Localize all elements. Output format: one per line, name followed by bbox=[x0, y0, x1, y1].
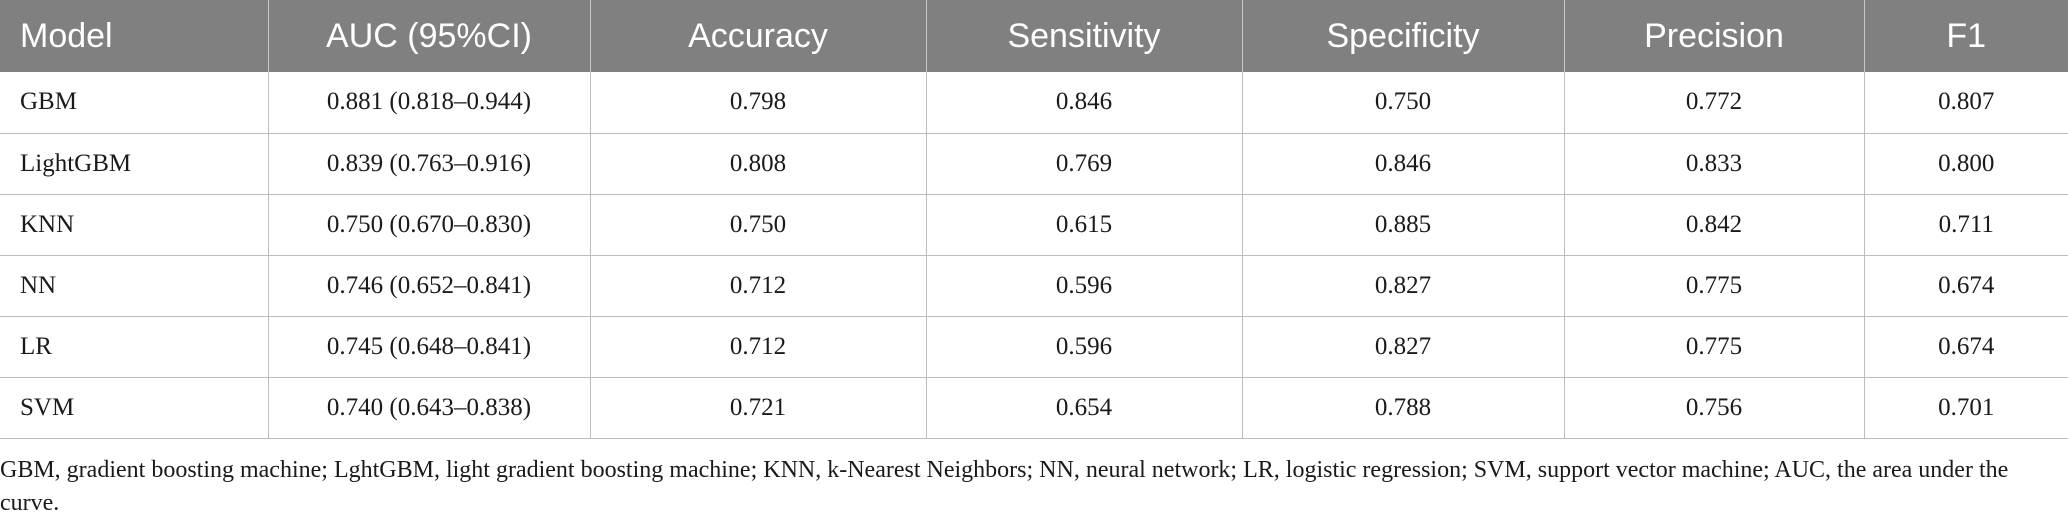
column-header-auc: AUC (95%CI) bbox=[268, 0, 591, 72]
cell-f1: 0.711 bbox=[1864, 194, 2068, 256]
cell-sensitivity: 0.596 bbox=[926, 316, 1243, 378]
cell-auc: 0.750 (0.670–0.830) bbox=[268, 194, 591, 256]
column-header-accuracy: Accuracy bbox=[590, 0, 927, 72]
cell-precision: 0.772 bbox=[1564, 72, 1865, 134]
table-row: LightGBM 0.839 (0.763–0.916) 0.808 0.769… bbox=[0, 133, 2068, 195]
cell-model: LR bbox=[0, 316, 269, 378]
cell-model: GBM bbox=[0, 72, 269, 134]
table-row: SVM 0.740 (0.643–0.838) 0.721 0.654 0.78… bbox=[0, 377, 2068, 439]
cell-accuracy: 0.798 bbox=[590, 72, 927, 134]
cell-auc: 0.745 (0.648–0.841) bbox=[268, 316, 591, 378]
cell-f1: 0.807 bbox=[1864, 72, 2068, 134]
cell-auc: 0.881 (0.818–0.944) bbox=[268, 72, 591, 134]
cell-specificity: 0.846 bbox=[1242, 133, 1565, 195]
cell-precision: 0.775 bbox=[1564, 255, 1865, 317]
cell-precision: 0.775 bbox=[1564, 316, 1865, 378]
cell-f1: 0.701 bbox=[1864, 377, 2068, 439]
cell-auc: 0.746 (0.652–0.841) bbox=[268, 255, 591, 317]
cell-precision: 0.833 bbox=[1564, 133, 1865, 195]
cell-auc: 0.740 (0.643–0.838) bbox=[268, 377, 591, 439]
column-header-model: Model bbox=[0, 0, 269, 72]
table-row: GBM 0.881 (0.818–0.944) 0.798 0.846 0.75… bbox=[0, 72, 2068, 134]
column-header-precision: Precision bbox=[1564, 0, 1865, 72]
column-header-sensitivity: Sensitivity bbox=[926, 0, 1243, 72]
cell-f1: 0.800 bbox=[1864, 133, 2068, 195]
table-header-row: Model AUC (95%CI) Accuracy Sensitivity S… bbox=[0, 0, 2068, 72]
table-row: LR 0.745 (0.648–0.841) 0.712 0.596 0.827… bbox=[0, 316, 2068, 378]
cell-specificity: 0.788 bbox=[1242, 377, 1565, 439]
cell-accuracy: 0.750 bbox=[590, 194, 927, 256]
cell-specificity: 0.885 bbox=[1242, 194, 1565, 256]
cell-sensitivity: 0.846 bbox=[926, 72, 1243, 134]
cell-precision: 0.756 bbox=[1564, 377, 1865, 439]
cell-sensitivity: 0.615 bbox=[926, 194, 1243, 256]
cell-sensitivity: 0.769 bbox=[926, 133, 1243, 195]
cell-model: LightGBM bbox=[0, 133, 269, 195]
cell-sensitivity: 0.654 bbox=[926, 377, 1243, 439]
table-row: KNN 0.750 (0.670–0.830) 0.750 0.615 0.88… bbox=[0, 194, 2068, 256]
column-header-f1: F1 bbox=[1946, 16, 1987, 55]
cell-f1: 0.674 bbox=[1864, 316, 2068, 378]
table-row: NN 0.746 (0.652–0.841) 0.712 0.596 0.827… bbox=[0, 255, 2068, 317]
cell-accuracy: 0.712 bbox=[590, 255, 927, 317]
model-performance-table: Model AUC (95%CI) Accuracy Sensitivity S… bbox=[0, 0, 2068, 439]
cell-precision: 0.842 bbox=[1564, 194, 1865, 256]
cell-specificity: 0.750 bbox=[1242, 72, 1565, 134]
column-header-specificity: Specificity bbox=[1242, 0, 1565, 72]
results-table-container: Model AUC (95%CI) Accuracy Sensitivity S… bbox=[0, 0, 2068, 439]
cell-model: SVM bbox=[0, 377, 269, 439]
cell-model: NN bbox=[0, 255, 269, 317]
cell-model: KNN bbox=[0, 194, 269, 256]
cell-auc: 0.839 (0.763–0.916) bbox=[268, 133, 591, 195]
cell-sensitivity: 0.596 bbox=[926, 255, 1243, 317]
cell-specificity: 0.827 bbox=[1242, 255, 1565, 317]
cell-specificity: 0.827 bbox=[1242, 316, 1565, 378]
table-footnote: GBM, gradient boosting machine; LghtGBM,… bbox=[0, 457, 2009, 516]
cell-f1: 0.674 bbox=[1864, 255, 2068, 317]
cell-accuracy: 0.721 bbox=[590, 377, 927, 439]
cell-accuracy: 0.712 bbox=[590, 316, 927, 378]
cell-accuracy: 0.808 bbox=[590, 133, 927, 195]
